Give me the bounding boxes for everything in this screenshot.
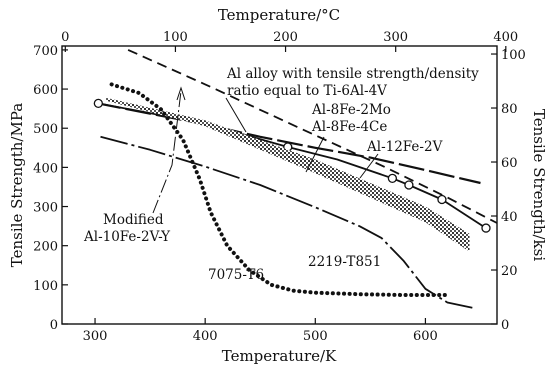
leader-line bbox=[359, 153, 379, 179]
plot-frame bbox=[61, 45, 498, 325]
annotations: Al alloy with tensile strength/densityra… bbox=[83, 66, 479, 283]
x-bottom-tick-label: 400 bbox=[193, 329, 218, 344]
annotation-modified-2: Al-10Fe-2V-Y bbox=[83, 229, 171, 245]
x-bottom-axis-title: Temperature/K bbox=[222, 347, 337, 365]
data-series bbox=[93, 49, 498, 310]
series-4-line bbox=[109, 82, 450, 297]
series-2-marker bbox=[93, 98, 103, 109]
y-left-tick-label: 600 bbox=[33, 83, 58, 98]
x-bottom-tick-label: 500 bbox=[303, 329, 328, 344]
series-2-marker bbox=[387, 173, 398, 183]
x-top-axis-title: Temperature/°C bbox=[218, 6, 340, 24]
leader-line bbox=[305, 136, 325, 173]
y-left-tick-label: 300 bbox=[33, 201, 58, 216]
x-top-tick-label: 300 bbox=[383, 30, 408, 45]
y-right-tick-label: 100 bbox=[501, 48, 526, 63]
y-right-tick-label: 0 bbox=[501, 318, 509, 333]
series-2-marker bbox=[437, 194, 447, 205]
y-left-tick-label: 700 bbox=[33, 44, 58, 59]
annotation-2219-t851: 2219-T851 bbox=[308, 254, 381, 270]
annotation-ti-line-2: ratio equal to Ti-6Al-4V bbox=[227, 83, 387, 99]
y-left-tick-label: 500 bbox=[33, 122, 58, 137]
y-right-tick-label: 20 bbox=[501, 264, 518, 279]
y-right-tick-label: 60 bbox=[501, 156, 518, 171]
y-left-tick-label: 100 bbox=[33, 279, 58, 294]
x-bottom-tick-label: 300 bbox=[83, 329, 108, 344]
x-top-tick-label: 100 bbox=[163, 30, 188, 45]
leader-modified-arrow bbox=[176, 86, 186, 101]
annotation-7075-t6: 7075-T6 bbox=[208, 267, 264, 283]
annotation-al-8fe-2mo: Al-8Fe-2Mo bbox=[311, 102, 391, 118]
series-2-marker bbox=[404, 180, 414, 190]
leader-modified bbox=[152, 90, 182, 214]
annotation-al-8fe-4ce: Al-8Fe-4Ce bbox=[311, 119, 387, 135]
x-bottom-tick-label: 600 bbox=[413, 329, 438, 344]
annotation-al-12fe-2v: Al-12Fe-2V bbox=[366, 139, 443, 155]
x-top-tick-label: 400 bbox=[493, 30, 518, 45]
y-left-axis-title: Tensile Strength/MPa bbox=[8, 103, 26, 267]
y-left-tick-label: 0 bbox=[50, 318, 58, 333]
series-5-line bbox=[100, 135, 476, 310]
y-right-tick-label: 40 bbox=[501, 210, 518, 225]
y-right-axis-title: Tensile Strength/ksi bbox=[530, 109, 546, 261]
x-top-tick-label: 0 bbox=[61, 30, 69, 45]
y-left-tick-label: 400 bbox=[33, 161, 58, 176]
x-top-tick-label: 200 bbox=[273, 30, 298, 45]
y-right-tick-label: 80 bbox=[501, 102, 518, 117]
annotation-modified-1: Modified bbox=[103, 212, 164, 228]
series-0-line bbox=[127, 49, 498, 224]
leader-line bbox=[225, 97, 247, 133]
y-left-tick-label: 200 bbox=[33, 240, 58, 255]
series-2-marker bbox=[481, 223, 491, 233]
annotation-ti-line-1: Al alloy with tensile strength/density bbox=[226, 66, 479, 82]
